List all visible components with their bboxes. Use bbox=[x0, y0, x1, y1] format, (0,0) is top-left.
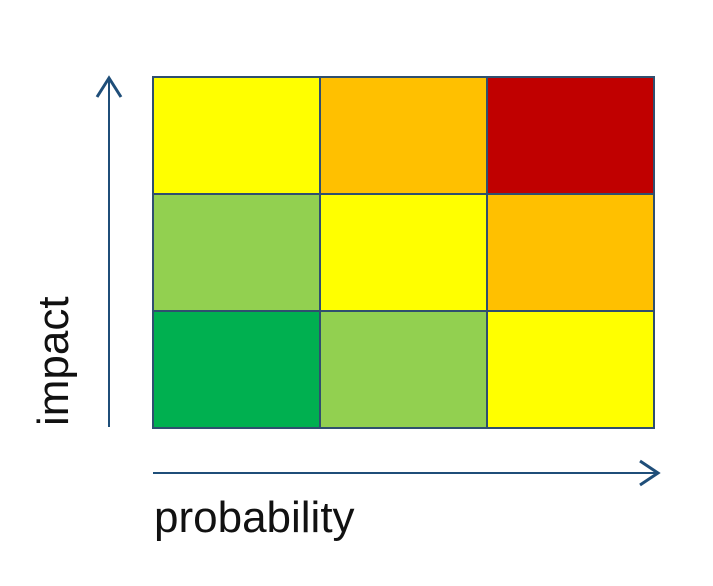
matrix-cell-impact-low-probability-low bbox=[152, 310, 321, 429]
y-axis-arrow bbox=[95, 75, 123, 427]
matrix-cell-impact-high-probability-medium bbox=[319, 76, 488, 195]
x-axis-label: probability bbox=[154, 493, 355, 542]
risk-matrix-grid bbox=[152, 76, 655, 429]
matrix-cell-impact-medium-probability-low bbox=[152, 193, 321, 312]
matrix-cell-impact-medium-probability-high bbox=[486, 193, 655, 312]
y-axis-label: impact bbox=[29, 296, 78, 426]
matrix-cell-impact-high-probability-low bbox=[152, 76, 321, 195]
matrix-cell-impact-medium-probability-medium bbox=[319, 193, 488, 312]
matrix-cell-impact-low-probability-high bbox=[486, 310, 655, 429]
matrix-cell-impact-high-probability-high bbox=[486, 76, 655, 195]
x-axis-arrow bbox=[153, 459, 661, 487]
matrix-cell-impact-low-probability-medium bbox=[319, 310, 488, 429]
